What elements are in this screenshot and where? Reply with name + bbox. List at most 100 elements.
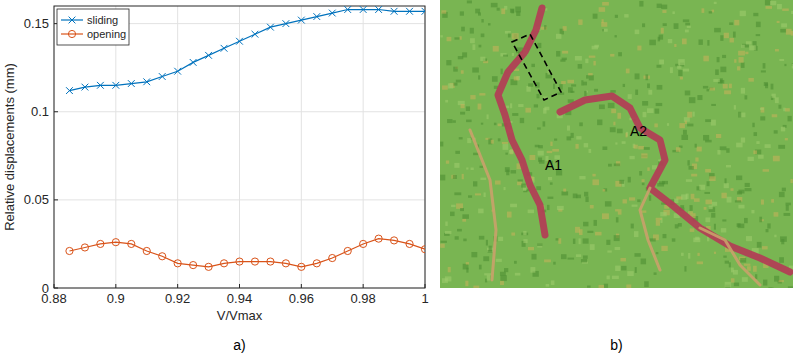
- texture: [584, 91, 586, 96]
- texture: [745, 188, 752, 191]
- texture: [611, 109, 616, 113]
- texture: [454, 37, 459, 39]
- texture: [504, 268, 508, 272]
- texture: [681, 253, 684, 256]
- texture: [747, 266, 751, 271]
- crack-path: [700, 228, 760, 285]
- texture: [448, 83, 453, 88]
- x-tick: [363, 284, 364, 288]
- texture: [567, 258, 574, 260]
- texture: [744, 95, 747, 99]
- texture: [587, 286, 591, 288]
- texture: [683, 130, 687, 135]
- texture: [602, 213, 609, 219]
- texture: [623, 199, 627, 203]
- point-marker: [375, 235, 382, 242]
- texture: [615, 35, 617, 37]
- texture: [749, 45, 755, 50]
- texture: [634, 231, 638, 237]
- texture: [738, 51, 745, 56]
- point-marker: [406, 8, 413, 15]
- texture: [510, 9, 514, 13]
- texture: [614, 163, 620, 166]
- point-marker: [97, 240, 104, 247]
- texture: [642, 101, 648, 106]
- texture: [578, 64, 582, 69]
- y-tick-label: 0: [42, 281, 49, 296]
- texture: [784, 64, 786, 66]
- texture: [774, 130, 778, 133]
- point-marker: [282, 20, 289, 27]
- texture: [550, 182, 553, 184]
- texture: [648, 90, 652, 95]
- texture: [456, 203, 463, 208]
- texture: [689, 166, 694, 170]
- texture: [773, 156, 780, 162]
- texture: [589, 149, 592, 153]
- texture: [753, 13, 758, 16]
- texture: [735, 200, 741, 202]
- texture: [495, 180, 501, 184]
- texture: [709, 176, 715, 181]
- texture: [597, 120, 602, 126]
- texture: [479, 236, 484, 240]
- texture: [460, 112, 465, 115]
- texture: [631, 224, 634, 229]
- texture: [530, 267, 535, 273]
- texture: [615, 209, 618, 211]
- texture: [763, 169, 769, 172]
- texture: [764, 82, 768, 86]
- y-tick: [54, 199, 58, 200]
- texture: [703, 56, 708, 62]
- texture: [461, 27, 465, 32]
- point-marker: [267, 24, 274, 31]
- texture: [479, 265, 482, 270]
- point-marker: [313, 260, 320, 267]
- texture: [657, 183, 664, 186]
- texture: [644, 281, 649, 287]
- texture: [456, 80, 461, 83]
- texture: [453, 120, 456, 123]
- texture: [765, 0, 771, 5]
- texture: [462, 214, 469, 219]
- texture: [460, 11, 464, 15]
- texture: [470, 95, 475, 99]
- texture: [481, 123, 483, 125]
- texture: [712, 202, 718, 206]
- texture: [563, 189, 566, 192]
- x-tick-label: 0.96: [289, 291, 314, 306]
- texture: [584, 192, 588, 197]
- texture: [678, 70, 682, 76]
- point-marker: [66, 87, 73, 94]
- texture: [786, 203, 791, 206]
- texture: [480, 57, 485, 61]
- texture: [710, 88, 715, 91]
- texture: [561, 81, 566, 84]
- texture: [488, 23, 491, 25]
- texture: [649, 40, 656, 46]
- texture: [709, 205, 713, 209]
- texture: [752, 123, 754, 127]
- texture: [748, 78, 753, 82]
- point-marker: [236, 38, 243, 45]
- texture: [498, 124, 502, 127]
- texture: [775, 97, 779, 103]
- texture: [685, 23, 690, 26]
- texture: [703, 135, 709, 141]
- panel-label: b): [610, 337, 622, 353]
- texture: [717, 57, 720, 62]
- texture: [579, 238, 581, 244]
- texture: [668, 39, 672, 43]
- point-marker: [190, 59, 197, 66]
- texture: [641, 153, 647, 158]
- texture: [487, 114, 489, 119]
- texture: [726, 165, 731, 167]
- texture: [746, 41, 752, 44]
- texture: [779, 192, 785, 197]
- texture: [538, 151, 544, 156]
- texture: [656, 218, 662, 220]
- texture: [455, 236, 459, 239]
- texture: [484, 193, 486, 198]
- point-marker: [97, 82, 104, 89]
- texture: [595, 232, 601, 236]
